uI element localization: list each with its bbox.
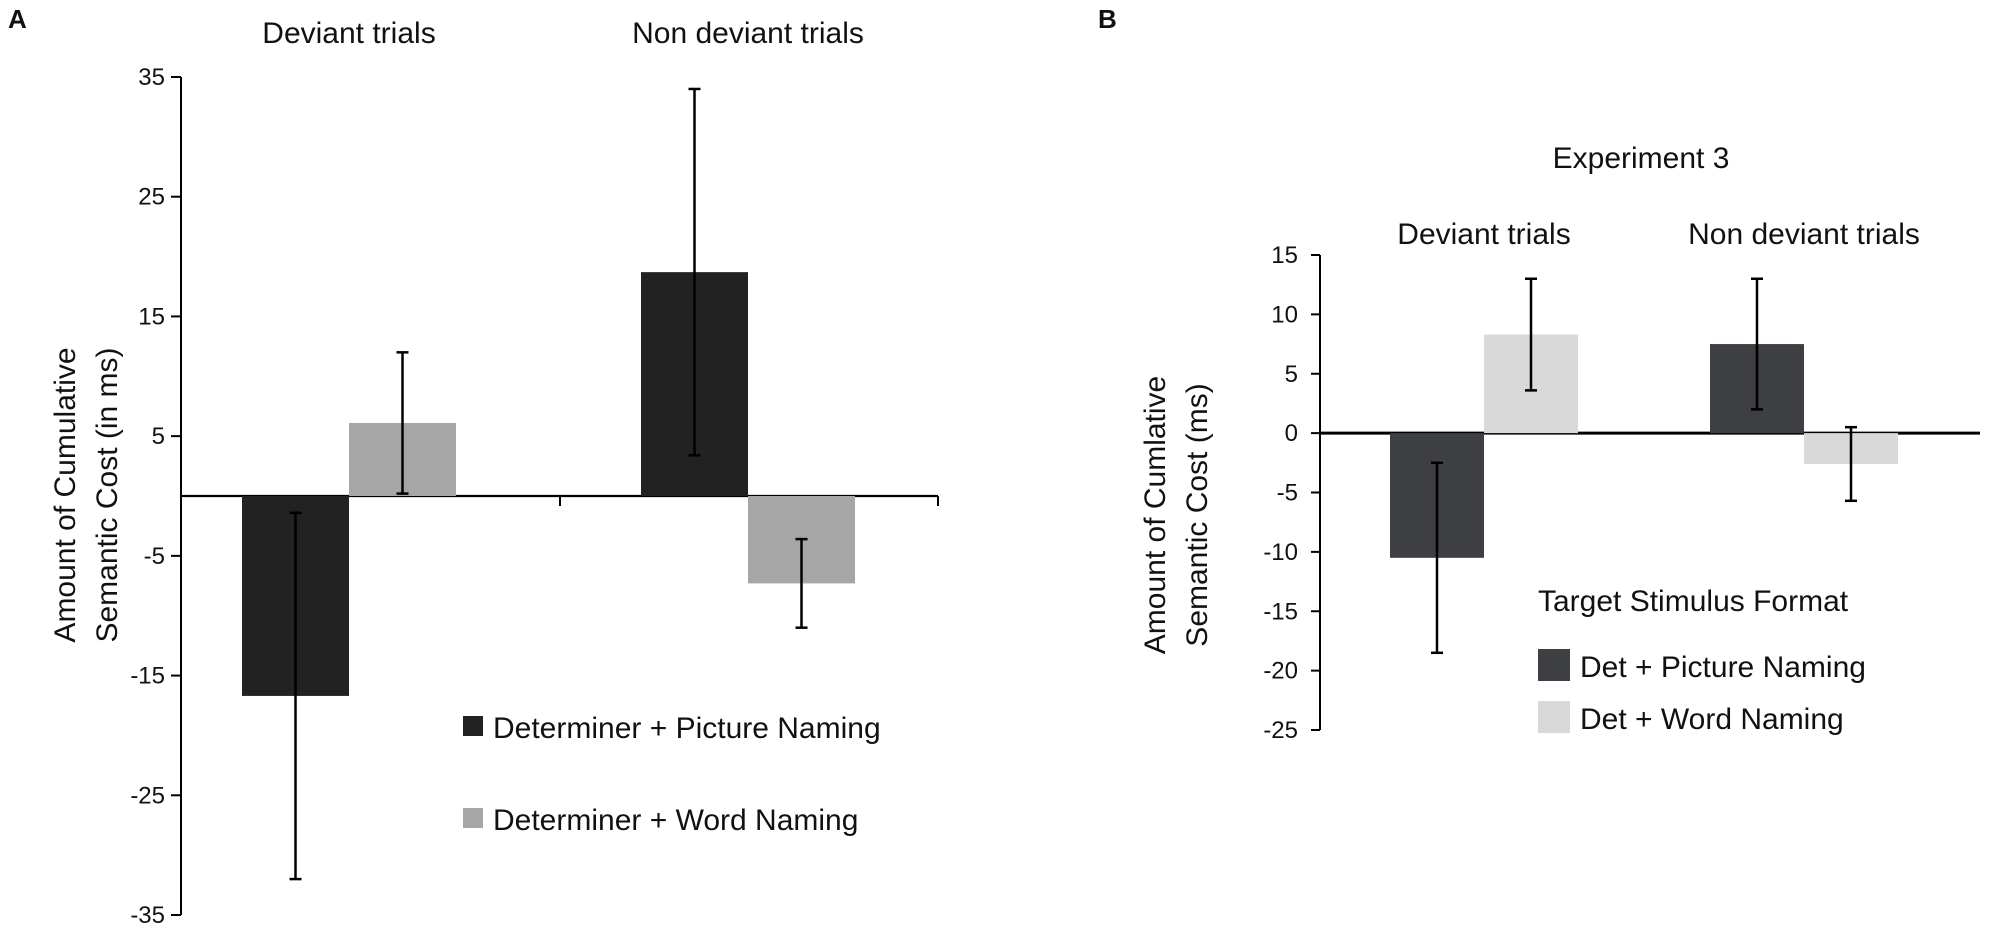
chart-panel-a: A 35 25 15 5 -5 -15 -25 -35 Deviant trials Non dev… — [8, 4, 939, 929]
panel-letter: A — [8, 4, 27, 34]
legend-label: Det + Picture Naming — [1580, 651, 1866, 684]
legend-label: Det + Word Naming — [1580, 703, 1844, 736]
y-tick-label: -15 — [1263, 598, 1298, 625]
legend-swatch — [463, 808, 483, 828]
y-tick-label: 0 — [1285, 420, 1298, 447]
y-tick-label: 15 — [138, 303, 165, 330]
y-axis-label-line: Amount of Cumulative — [49, 347, 82, 642]
y-axis-label-line: Semantic Cost (in ms) — [91, 347, 124, 642]
y-tick-label: 5 — [152, 423, 165, 450]
y-tick-label: -15 — [130, 663, 165, 690]
y-tick-label: 5 — [1285, 361, 1298, 388]
group-label: Non deviant trials — [632, 17, 864, 50]
panel-letter: B — [1098, 4, 1117, 34]
legend-swatch — [1538, 701, 1570, 733]
legend: Target Stimulus Format Det + Picture Nami… — [1538, 585, 1866, 736]
y-axis-label-line: Amount of Cumlative — [1139, 376, 1172, 654]
y-tick-label: -10 — [1263, 539, 1298, 566]
chart-panel-b: B Experiment 3 15 10 5 0 -5 -10 -15 -20 -25 Deviant… — [1098, 4, 1980, 744]
group-label: Deviant trials — [1397, 218, 1570, 251]
y-tick-label: -20 — [1263, 658, 1298, 685]
y-tick-label: -5 — [144, 543, 165, 570]
legend-title: Target Stimulus Format — [1538, 585, 1849, 618]
y-tick-label: 25 — [138, 184, 165, 211]
legend: Determiner + Picture Naming Determiner + … — [463, 712, 881, 837]
legend-label: Determiner + Word Naming — [493, 804, 858, 837]
y-tick-label: -5 — [1277, 480, 1298, 507]
y-tick-label: -25 — [1263, 717, 1298, 744]
group-label: Non deviant trials — [1688, 218, 1920, 251]
legend-swatch — [463, 716, 483, 736]
y-axis-label: Amount of Cumlative Semantic Cost (ms) — [1139, 376, 1214, 654]
y-tick-label: 35 — [138, 64, 165, 91]
legend-swatch — [1538, 649, 1570, 681]
y-tick-label: 15 — [1271, 242, 1298, 269]
chart-title: Experiment 3 — [1553, 142, 1730, 175]
y-tick-label: -25 — [130, 782, 165, 809]
y-tick-label: 10 — [1271, 301, 1298, 328]
y-axis-label-line: Semantic Cost (ms) — [1181, 383, 1214, 646]
y-tick-label: -35 — [130, 902, 165, 929]
legend-label: Determiner + Picture Naming — [493, 712, 881, 745]
y-axis-label: Amount of Cumulative Semantic Cost (in ms… — [49, 347, 124, 642]
group-label: Deviant trials — [262, 17, 435, 50]
